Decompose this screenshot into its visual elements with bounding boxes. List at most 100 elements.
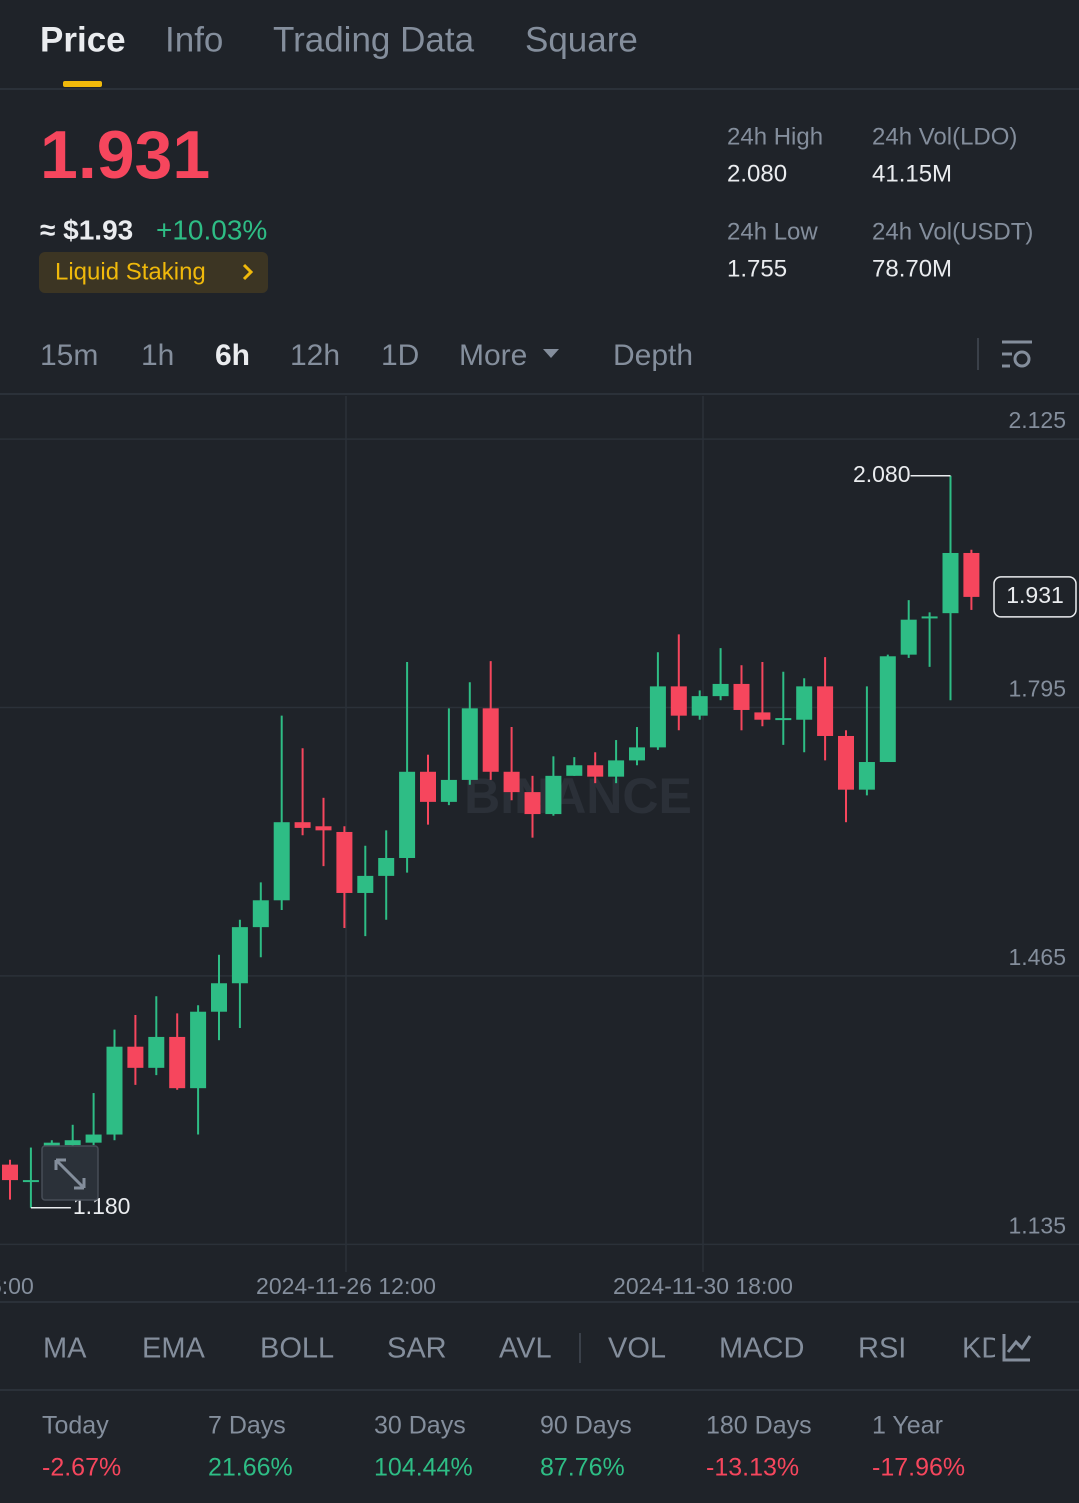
candle-body (357, 875, 374, 893)
y-tick-label: 2.125 (1008, 407, 1066, 433)
period-change: 87.76% (540, 1454, 625, 1482)
interval[interactable]: 1h (141, 339, 174, 372)
stat-value: 1.755 (727, 255, 787, 282)
last-price-tag (993, 576, 1077, 618)
candle-body (2, 1164, 18, 1181)
tab[interactable]: Square (525, 20, 638, 59)
candle-body (649, 686, 666, 748)
tab[interactable]: Trading Data (273, 20, 475, 59)
stat-value: 2.080 (727, 160, 787, 187)
indicator[interactable]: MACD (719, 1333, 804, 1365)
candle-body (106, 1046, 123, 1135)
candle-body (294, 822, 311, 828)
indicator[interactable]: BOLL (260, 1333, 334, 1365)
candle-body (64, 1140, 81, 1146)
candle-body (252, 900, 269, 928)
candle-body (420, 771, 436, 802)
candle-body (440, 779, 457, 802)
candle-body (879, 656, 896, 763)
indicator[interactable]: AVL (499, 1333, 552, 1365)
indicator-settings-icon[interactable] (1002, 1334, 1032, 1362)
candle-body (22, 1180, 39, 1183)
interval[interactable]: Depth (613, 339, 693, 372)
candle-body (775, 718, 792, 721)
tag-badge[interactable] (39, 252, 268, 293)
interval[interactable]: 12h (290, 339, 340, 372)
candle-body (482, 708, 499, 772)
candle-body (336, 831, 353, 893)
candle-body (691, 696, 708, 716)
candle-body (378, 857, 395, 876)
period-label: 1 Year (872, 1412, 943, 1440)
period-change: -2.67% (42, 1454, 121, 1482)
indicator[interactable]: RSI (858, 1333, 906, 1365)
candle-body (524, 792, 541, 815)
period-label: Today (42, 1412, 109, 1440)
x-tick-label: 2024-11-26 12:00 (256, 1273, 436, 1299)
candle-body (566, 765, 583, 776)
watermark: BINANCE (464, 768, 692, 824)
indicator[interactable]: SAR (387, 1333, 447, 1365)
period-change: -17.96% (872, 1454, 965, 1482)
stat-label: 24h Vol(LDO) (872, 123, 1017, 150)
candle-body (545, 775, 562, 815)
candle-body (796, 686, 813, 720)
interval[interactable]: 6h (215, 339, 250, 372)
dropdown-arrow (543, 349, 559, 358)
candle-body (817, 686, 834, 736)
candle-body (629, 747, 645, 761)
period-label: 7 Days (208, 1412, 286, 1440)
candle-body (712, 683, 729, 697)
chart: 2.125 1.795 1.465 1.135 22 06:00 2024-11-26 1… (0, 396, 1079, 1299)
candle-body (754, 712, 771, 720)
candle-body (942, 552, 959, 614)
tag-text[interactable]: Liquid Staking (55, 258, 206, 285)
price-change: +10.03% (156, 214, 267, 245)
y-tick-label: 1.135 (1008, 1212, 1066, 1238)
interval[interactable]: 15m (40, 339, 98, 372)
expand-icon (54, 1158, 86, 1190)
period-label: 90 Days (540, 1412, 632, 1440)
settings-icon[interactable] (1002, 340, 1032, 368)
candle-body (85, 1134, 102, 1143)
candle-body (273, 822, 290, 901)
candle-body (963, 552, 980, 597)
indicator[interactable]: MA (43, 1333, 87, 1365)
candle-body (733, 683, 750, 710)
candle-body (169, 1036, 186, 1089)
candle-body (670, 686, 687, 716)
period-change: 21.66% (208, 1454, 293, 1482)
candle-body (190, 1011, 207, 1089)
period-label: 30 Days (374, 1412, 466, 1440)
stat-value: 78.70M (872, 255, 952, 282)
x-tick-label: 2024-11-30 18:00 (613, 1273, 793, 1299)
period-change: -13.13% (706, 1454, 799, 1482)
candle-body (608, 760, 625, 777)
indicator[interactable]: EMA (142, 1333, 206, 1365)
usd-price: ≈ $1.93 (40, 214, 133, 245)
candle-body (127, 1046, 144, 1068)
period-label: 180 Days (706, 1412, 812, 1440)
tab[interactable]: Price (40, 20, 126, 59)
indicator[interactable]: VOL (608, 1333, 666, 1365)
indicator-mask (995, 1322, 1079, 1378)
candle-body (211, 983, 227, 1012)
candle-body (148, 1036, 165, 1068)
period-change: 104.44% (374, 1454, 473, 1482)
x-tick-label: 22 06:00 (0, 1273, 34, 1299)
stat-label: 24h Vol(USDT) (872, 218, 1033, 245)
candle-body (900, 619, 917, 655)
interval[interactable]: More (459, 339, 527, 372)
tag-arrow (242, 263, 254, 281)
stat-label: 24h High (727, 123, 823, 150)
tab-indicator (63, 81, 102, 87)
candle-body (315, 826, 332, 831)
tab[interactable]: Info (165, 20, 223, 59)
interval[interactable]: 1D (381, 339, 419, 372)
y-tick-label: 1.465 (1008, 944, 1066, 970)
last-price-label: 1.931 (1006, 582, 1064, 608)
stat-label: 24h Low (727, 218, 818, 245)
